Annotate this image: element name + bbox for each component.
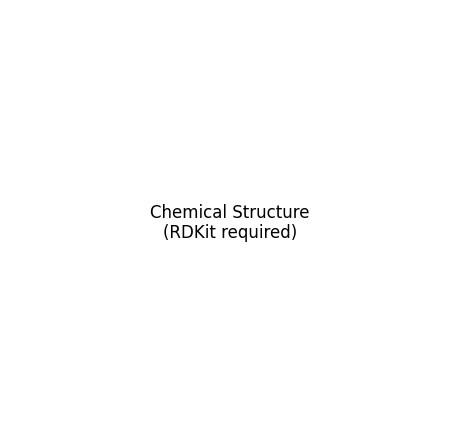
Text: Chemical Structure
(RDKit required): Chemical Structure (RDKit required) [150,204,309,242]
